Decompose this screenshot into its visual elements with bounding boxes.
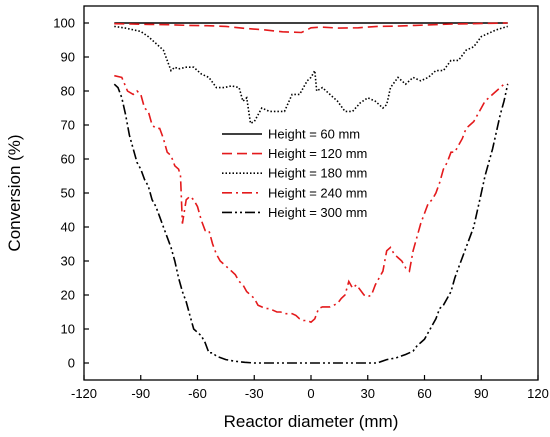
x-tick-label: -30: [245, 386, 264, 401]
legend-label-2: Height = 120 mm: [268, 146, 367, 161]
legend-label-5: Height = 300 mm: [268, 205, 367, 220]
y-tick-label: 20: [61, 288, 75, 303]
y-tick-label: 60: [61, 152, 75, 167]
y-tick-label: 90: [61, 50, 75, 65]
y-tick-label: 30: [61, 254, 75, 269]
y-tick-label: 50: [61, 186, 75, 201]
legend-label-3: Height = 180 mm: [268, 166, 367, 181]
y-tick-label: 10: [61, 322, 75, 337]
series-line-3: [114, 25, 508, 125]
x-tick-label: -60: [188, 386, 207, 401]
x-tick-label: -90: [131, 386, 150, 401]
x-axis-title: Reactor diameter (mm): [224, 412, 399, 431]
series-layer: [113, 22, 509, 364]
legend-label-1: Height = 60 mm: [268, 127, 360, 142]
y-tick-label: 80: [61, 84, 75, 99]
y-tick-label: 70: [61, 118, 75, 133]
x-tick-label: 60: [417, 386, 431, 401]
x-tick-label: 30: [361, 386, 375, 401]
y-tick-label: 100: [53, 16, 75, 31]
legend-label-4: Height = 240 mm: [268, 185, 367, 200]
y-tick-label: 0: [68, 356, 75, 371]
y-tick-label: 40: [61, 220, 75, 235]
series-line-5: [113, 83, 509, 364]
y-axis-title: Conversion (%): [5, 134, 24, 251]
x-tick-label: 120: [527, 386, 549, 401]
x-tick-label: 90: [474, 386, 488, 401]
x-tick-label: -120: [71, 386, 97, 401]
legend: Height = 60 mm Height = 120 mm Height = 18…: [222, 127, 367, 220]
series-line-4: [114, 74, 508, 324]
ticks-layer: -120 -90 -60 -30 0 30 60 90 120 0 10 20 30 40 50 60 70 80…: [53, 16, 549, 402]
x-tick-label: 0: [307, 386, 314, 401]
series-line-2: [114, 22, 508, 34]
